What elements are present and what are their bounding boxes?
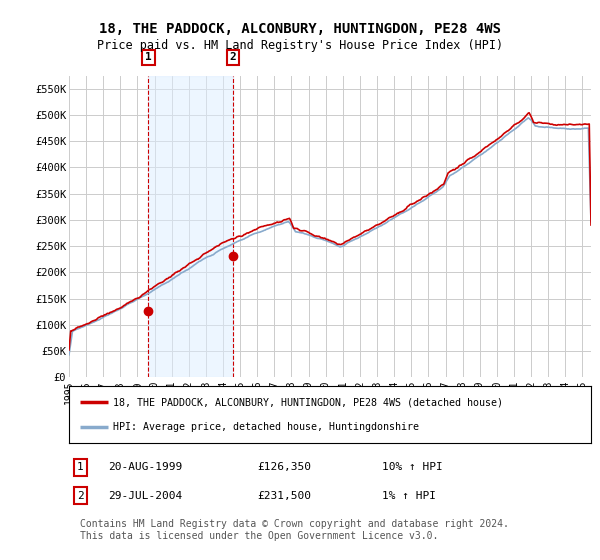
Text: 1: 1 xyxy=(145,53,152,63)
Text: £126,350: £126,350 xyxy=(257,462,311,472)
Text: Contains HM Land Registry data © Crown copyright and database right 2024.
This d: Contains HM Land Registry data © Crown c… xyxy=(80,519,509,540)
Text: £231,500: £231,500 xyxy=(257,491,311,501)
Text: 18, THE PADDOCK, ALCONBURY, HUNTINGDON, PE28 4WS: 18, THE PADDOCK, ALCONBURY, HUNTINGDON, … xyxy=(99,22,501,36)
Text: 18, THE PADDOCK, ALCONBURY, HUNTINGDON, PE28 4WS (detached house): 18, THE PADDOCK, ALCONBURY, HUNTINGDON, … xyxy=(113,397,503,407)
Text: 2: 2 xyxy=(77,491,84,501)
Text: Price paid vs. HM Land Registry's House Price Index (HPI): Price paid vs. HM Land Registry's House … xyxy=(97,39,503,52)
Text: 20-AUG-1999: 20-AUG-1999 xyxy=(108,462,182,472)
Text: 1: 1 xyxy=(77,462,84,472)
Text: 10% ↑ HPI: 10% ↑ HPI xyxy=(382,462,443,472)
Text: HPI: Average price, detached house, Huntingdonshire: HPI: Average price, detached house, Hunt… xyxy=(113,422,419,432)
Bar xyxy=(148,76,233,377)
Text: 2: 2 xyxy=(230,53,236,63)
Text: 1% ↑ HPI: 1% ↑ HPI xyxy=(382,491,436,501)
Text: 29-JUL-2004: 29-JUL-2004 xyxy=(108,491,182,501)
